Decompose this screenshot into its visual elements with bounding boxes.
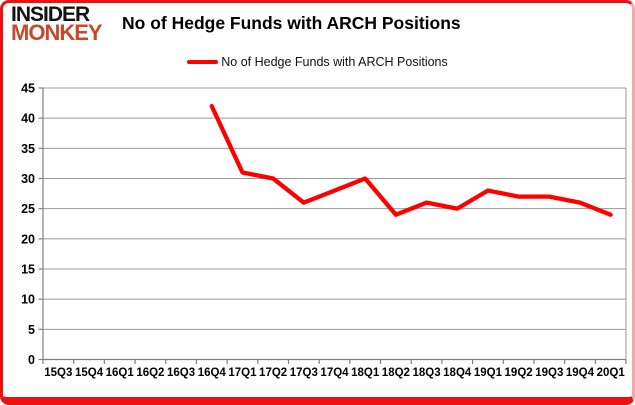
x-tick-label: 16Q1 <box>106 367 135 379</box>
x-tick-label: 16Q2 <box>136 367 164 379</box>
chart-legend: No of Hedge Funds with ARCH Positions <box>0 55 635 69</box>
x-tick-label: 17Q2 <box>259 367 287 379</box>
y-tick-label: 35 <box>21 142 35 156</box>
logo-line-monkey: MONKEY <box>11 20 103 46</box>
x-tick-label: 19Q1 <box>474 367 503 379</box>
x-tick-label: 16Q4 <box>198 367 227 379</box>
y-tick-label: 20 <box>21 232 35 246</box>
x-tick-label: 15Q3 <box>44 367 72 379</box>
y-tick-label: 40 <box>21 112 35 126</box>
x-tick-label: 19Q2 <box>505 367 533 379</box>
legend-series-label: No of Hedge Funds with ARCH Positions <box>221 55 448 69</box>
insider-monkey-logo: INSIDER MONKEY <box>11 3 103 46</box>
x-tick-label: 17Q1 <box>228 367 257 379</box>
y-tick-label: 30 <box>21 172 35 186</box>
y-tick-label: 10 <box>21 293 35 307</box>
x-tick-label: 18Q4 <box>443 367 472 379</box>
x-tick-label: 15Q4 <box>75 367 104 379</box>
x-tick-label: 19Q3 <box>535 367 563 379</box>
series-line <box>209 103 613 217</box>
y-tick-label: 25 <box>21 202 35 216</box>
y-tick-label: 45 <box>21 82 35 96</box>
y-tick-label: 5 <box>28 323 35 337</box>
y-tick-label: 0 <box>28 353 35 367</box>
x-tick-label: 18Q3 <box>412 367 440 379</box>
x-tick-label: 20Q1 <box>597 367 626 379</box>
x-tick-label: 17Q4 <box>320 367 349 379</box>
chart-title: No of Hedge Funds with ARCH Positions <box>122 13 461 33</box>
x-tick-label: 18Q2 <box>382 367 410 379</box>
y-tick-label: 15 <box>21 263 35 277</box>
x-tick-label: 17Q3 <box>290 367 318 379</box>
legend-line-swatch-icon <box>187 60 219 64</box>
logo-line-insider: INSIDER <box>11 3 90 26</box>
x-tick-label: 19Q4 <box>566 367 595 379</box>
x-tick-label: 16Q3 <box>167 367 195 379</box>
x-tick-label: 18Q1 <box>351 367 380 379</box>
